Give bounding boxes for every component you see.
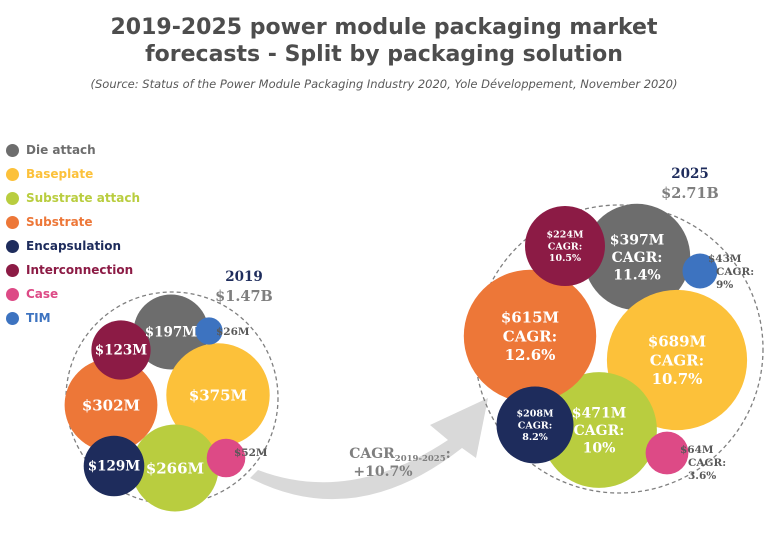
legend-item: Substrate attach <box>6 186 140 210</box>
legend-label: Substrate <box>26 215 93 229</box>
bubble-cagr-label: 10.7% <box>652 370 703 388</box>
bubble-cagr-label: CAGR: <box>650 351 704 369</box>
bubble-cagr-label: 10.5% <box>549 253 581 264</box>
legend-swatch <box>6 263 19 277</box>
bubble-value-label: $197M <box>145 325 198 341</box>
bubble-value-label: $397M <box>610 232 664 248</box>
bubble-cagr-label: 9% <box>716 279 733 291</box>
bubble <box>131 424 219 512</box>
bubble <box>206 438 246 478</box>
bubble-value-label: $266M <box>146 459 204 477</box>
bubble-value-label: $208M <box>517 408 554 419</box>
bubble-cagr-label: CAGR: <box>688 457 726 469</box>
bubble <box>463 269 597 403</box>
legend: Die attach Baseplate Substrate attach Subst… <box>6 138 140 330</box>
bubble-cagr-label: CAGR: <box>548 241 582 252</box>
legend-swatch <box>6 311 19 325</box>
legend-item: Encapsulation <box>6 234 140 258</box>
bubble <box>645 431 689 475</box>
bubble <box>133 294 209 370</box>
total-2019-label: $1.47B <box>215 288 273 305</box>
legend-item: Substrate <box>6 210 140 234</box>
legend-item: Die attach <box>6 138 140 162</box>
bubble-value-label: $302M <box>82 396 140 414</box>
bubble-cagr-label: 10% <box>583 440 616 456</box>
legend-item: Case <box>6 282 140 306</box>
chart-title: 2019-2025 power module packaging market … <box>0 14 768 68</box>
bubble <box>166 343 270 447</box>
legend-label: Interconnection <box>26 263 134 277</box>
bubble-value-label: $43M <box>708 253 742 265</box>
bubble <box>83 435 145 497</box>
bubble <box>541 372 657 488</box>
bubble-value-label: $224M <box>547 229 584 240</box>
year-2025-label: 2025 <box>671 166 709 182</box>
legend-swatch <box>6 287 19 301</box>
bubble-cagr-label: 11.4% <box>613 267 660 283</box>
legend-label: Encapsulation <box>26 239 122 253</box>
bubble <box>496 386 574 464</box>
bubble-value-label: $375M <box>189 386 247 404</box>
bubble <box>682 253 718 289</box>
bubble-cagr-label: CAGR: <box>503 327 557 345</box>
chart-title-line-2: forecasts - Split by packaging solution <box>145 42 623 67</box>
year-2019-label: 2019 <box>225 269 263 285</box>
legend-label: Die attach <box>26 143 96 157</box>
legend-label: Substrate attach <box>26 191 141 205</box>
bubble-value-label: $52M <box>234 447 268 459</box>
bubble <box>583 203 691 311</box>
bubble-cagr-label: CAGR: <box>612 250 663 266</box>
legend-swatch <box>6 215 19 229</box>
legend-label: Baseplate <box>26 167 94 181</box>
bubble-cagr-label: CAGR: <box>574 423 625 439</box>
bubble-value-label: $26M <box>216 326 250 338</box>
legend-swatch <box>6 239 19 253</box>
bubble <box>91 320 151 380</box>
bubble <box>64 358 158 452</box>
bubble-value-label: $471M <box>572 405 626 421</box>
bubble-cagr-label: 12.6% <box>505 346 556 364</box>
bubble-value-label: $689M <box>648 333 706 351</box>
legend-label: TIM <box>26 311 51 325</box>
chart-source: (Source: Status of the Power Module Pack… <box>90 77 678 91</box>
legend-swatch <box>6 167 19 181</box>
bubble-cagr-label: CAGR: <box>716 266 754 278</box>
legend-item: Baseplate <box>6 162 140 186</box>
group-outline-2025 <box>474 204 764 494</box>
labels-layer: $197M $375M $266M $302M $129M $123M $52M $26M $3… <box>82 229 754 482</box>
arrow-cagr-label: CAGR2019-2025: <box>349 446 451 464</box>
bubble-cagr-label: CAGR: <box>518 420 552 431</box>
bubble-value-label: $129M <box>88 459 141 475</box>
bubble-cagr-label: 8.2% <box>522 432 548 443</box>
legend-swatch <box>6 191 19 205</box>
legend-swatch <box>6 143 19 157</box>
chart-title-line-1: 2019-2025 power module packaging market <box>110 15 658 40</box>
growth-arrow <box>250 398 488 500</box>
bubble <box>195 317 223 345</box>
bubble-value-label: $615M <box>501 309 559 327</box>
arrow-cagr-value: +10.7% <box>353 464 412 480</box>
bubble-value-label: $123M <box>95 343 148 359</box>
total-2025-label: $2.71B <box>661 185 719 202</box>
bubbles-layer <box>64 203 748 512</box>
bubble-value-label: $64M <box>680 444 714 456</box>
bubble-cagr-label: 3.6% <box>688 470 716 482</box>
legend-label: Case <box>26 287 59 301</box>
bubble <box>525 206 605 286</box>
legend-item: Interconnection <box>6 258 140 282</box>
legend-item: TIM <box>6 306 140 330</box>
